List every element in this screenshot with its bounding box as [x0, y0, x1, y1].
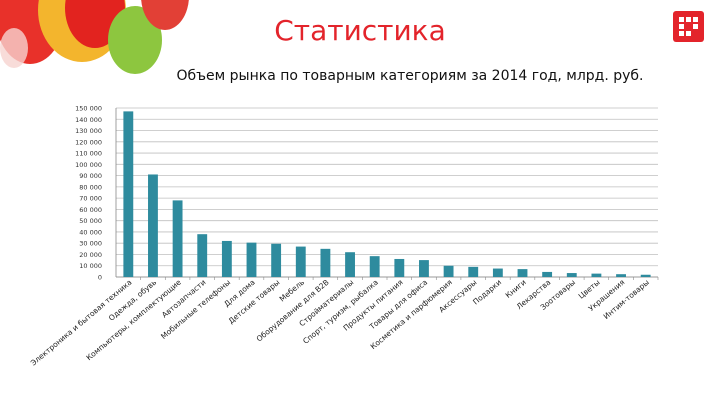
bar [246, 242, 257, 277]
y-tick-label: 130 000 [75, 127, 102, 135]
y-tick-label: 70 000 [79, 195, 102, 203]
y-tick-label: 10 000 [79, 262, 102, 270]
balloon-red-right [141, 0, 189, 30]
y-tick-label: 100 000 [75, 161, 102, 169]
bar [616, 274, 626, 277]
y-tick-label: 50 000 [79, 217, 102, 225]
bar [295, 246, 306, 277]
y-tick-label: 30 000 [79, 240, 102, 248]
bar [492, 268, 503, 277]
x-tick-label: Компьютеры, комплектующие [84, 277, 183, 362]
bar [640, 274, 651, 277]
chart-subtitle: Объем рынка по товарным категориям за 20… [176, 68, 644, 84]
logo [673, 11, 704, 42]
y-tick-label: 140 000 [75, 116, 102, 124]
bar [517, 269, 528, 277]
bar [591, 273, 602, 277]
y-tick-label: 80 000 [79, 183, 102, 191]
bar [271, 243, 282, 277]
bar [542, 271, 553, 277]
bar [419, 260, 429, 277]
y-tick-label: 110 000 [75, 150, 102, 158]
bar [345, 252, 355, 277]
y-tick-label: 40 000 [79, 228, 102, 236]
bar [394, 258, 405, 277]
bar [566, 273, 577, 277]
bar [197, 234, 208, 277]
y-tick-label: 60 000 [79, 206, 102, 214]
x-tick-label: Электроника и бытовая техника [29, 278, 134, 368]
bar [221, 240, 232, 277]
bar [172, 200, 183, 277]
bar [369, 256, 380, 277]
bar [123, 111, 134, 277]
grid-logo-icon [679, 17, 698, 36]
y-tick-label: 90 000 [79, 172, 102, 180]
bar [148, 174, 158, 277]
y-tick-label: 150 000 [75, 105, 102, 113]
y-tick-label: 0 [98, 274, 102, 282]
bar [443, 265, 454, 277]
bar [320, 248, 331, 277]
balloon-green [108, 6, 162, 74]
balloons-decoration [0, 0, 189, 74]
y-tick-label: 120 000 [75, 138, 102, 146]
bar [468, 266, 479, 277]
page-title: Статистика [274, 14, 446, 47]
x-tick-label: Интим-товары [602, 278, 651, 321]
y-tick-label: 20 000 [79, 251, 102, 259]
balloon-light [0, 28, 28, 68]
